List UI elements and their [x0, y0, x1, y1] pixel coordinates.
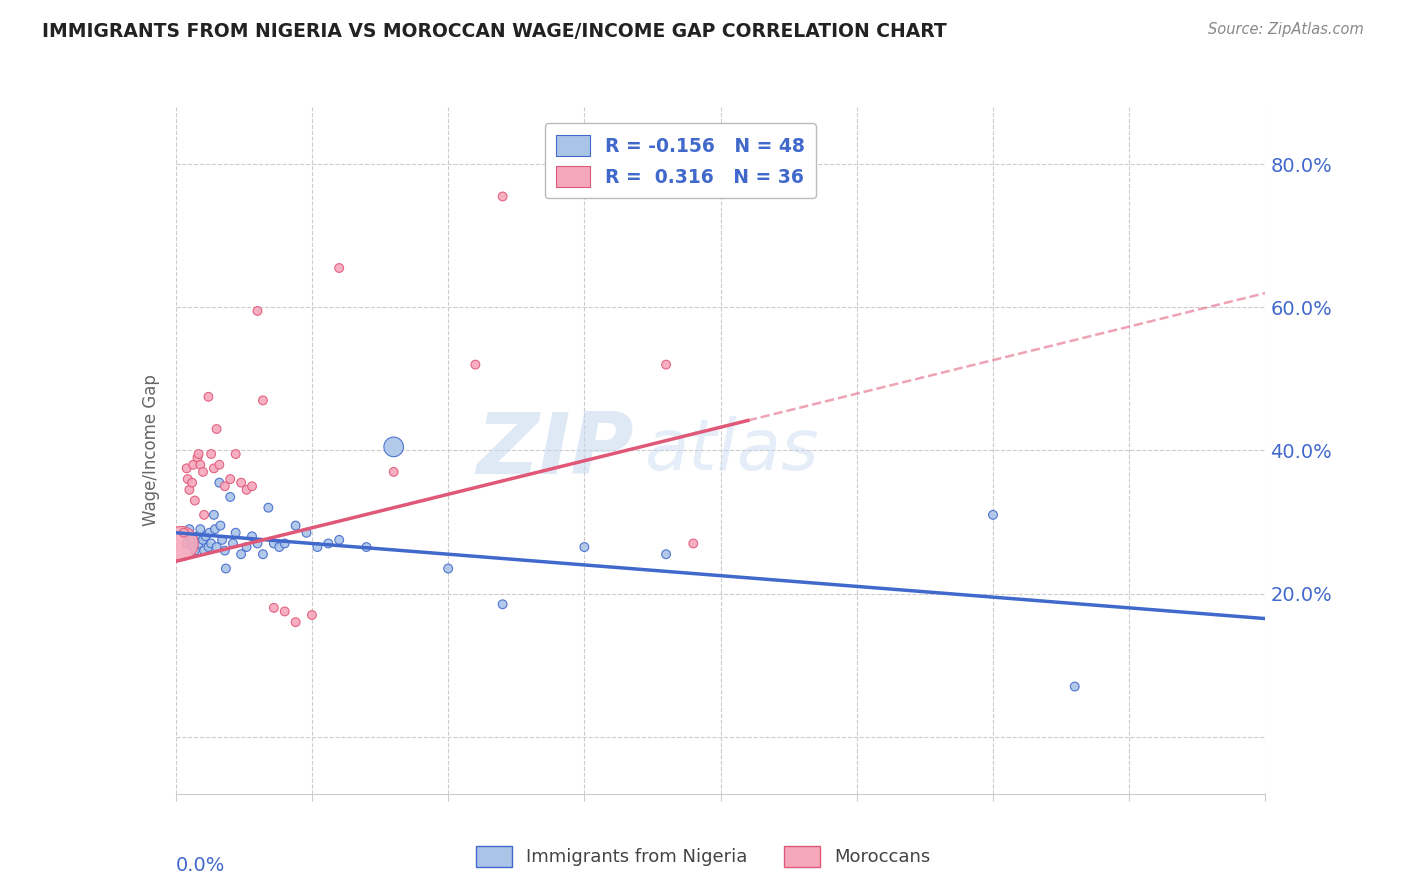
Text: atlas: atlas [644, 416, 818, 485]
Point [209, 518, 232, 533]
Point [219, 472, 242, 486]
Point [382, 440, 405, 454]
Point [205, 540, 228, 554]
Y-axis label: Wage/Income Gap: Wage/Income Gap [142, 375, 160, 526]
Point [574, 540, 596, 554]
Point [205, 422, 228, 436]
Point [655, 547, 678, 561]
Text: Source: ZipAtlas.com: Source: ZipAtlas.com [1208, 22, 1364, 37]
Point [179, 483, 201, 497]
Point [356, 540, 378, 554]
Point [328, 260, 350, 275]
Point [235, 540, 257, 554]
Point [177, 472, 200, 486]
Point [208, 475, 231, 490]
Point [214, 543, 236, 558]
Point [492, 189, 515, 203]
Point [492, 597, 515, 611]
Point [202, 461, 225, 475]
Point [191, 465, 214, 479]
Text: ZIP: ZIP [475, 409, 633, 492]
Point [1063, 680, 1085, 694]
Point [301, 607, 323, 622]
Point [222, 536, 245, 550]
Point [173, 525, 195, 540]
Point [307, 540, 329, 554]
Point [170, 536, 193, 550]
Point [181, 475, 204, 490]
Legend: Immigrants from Nigeria, Moroccans: Immigrants from Nigeria, Moroccans [468, 838, 938, 874]
Point [204, 522, 226, 536]
Point [284, 615, 307, 630]
Point [200, 536, 222, 550]
Point [263, 600, 285, 615]
Point [246, 304, 269, 318]
Point [257, 500, 280, 515]
Point [186, 450, 209, 465]
Point [252, 547, 274, 561]
Point [295, 525, 318, 540]
Point [231, 547, 253, 561]
Point [240, 479, 263, 493]
Point [197, 540, 219, 554]
Point [464, 358, 486, 372]
Point [274, 536, 297, 550]
Point [252, 393, 274, 408]
Point [235, 483, 257, 497]
Point [208, 458, 231, 472]
Point [176, 536, 198, 550]
Point [269, 540, 291, 554]
Point [382, 465, 405, 479]
Point [187, 447, 209, 461]
Point [274, 604, 297, 618]
Point [176, 461, 198, 475]
Legend: R = -0.156   N = 48, R =  0.316   N = 36: R = -0.156 N = 48, R = 0.316 N = 36 [544, 123, 815, 199]
Point [181, 533, 204, 547]
Point [202, 508, 225, 522]
Point [328, 533, 350, 547]
Point [193, 543, 215, 558]
Text: IMMIGRANTS FROM NIGERIA VS MOROCCAN WAGE/INCOME GAP CORRELATION CHART: IMMIGRANTS FROM NIGERIA VS MOROCCAN WAGE… [42, 22, 946, 41]
Point [981, 508, 1004, 522]
Point [184, 543, 207, 558]
Text: 0.0%: 0.0% [176, 855, 225, 875]
Point [219, 490, 242, 504]
Point [191, 533, 214, 547]
Point [437, 561, 460, 575]
Point [179, 522, 201, 536]
Point [225, 447, 247, 461]
Point [181, 540, 204, 554]
Point [188, 458, 211, 472]
Point [197, 390, 219, 404]
Point [194, 529, 217, 543]
Point [246, 536, 269, 550]
Point [187, 536, 209, 550]
Point [231, 475, 253, 490]
Point [682, 536, 704, 550]
Point [215, 561, 238, 575]
Point [200, 447, 222, 461]
Point [284, 518, 307, 533]
Point [655, 358, 678, 372]
Point [214, 479, 236, 493]
Point [198, 525, 221, 540]
Point [184, 493, 207, 508]
Point [186, 529, 209, 543]
Point [263, 536, 285, 550]
Point [211, 533, 233, 547]
Point [188, 522, 211, 536]
Point [181, 458, 204, 472]
Point [225, 525, 247, 540]
Point [240, 529, 263, 543]
Point [193, 508, 215, 522]
Point [173, 525, 195, 540]
Point [318, 536, 340, 550]
